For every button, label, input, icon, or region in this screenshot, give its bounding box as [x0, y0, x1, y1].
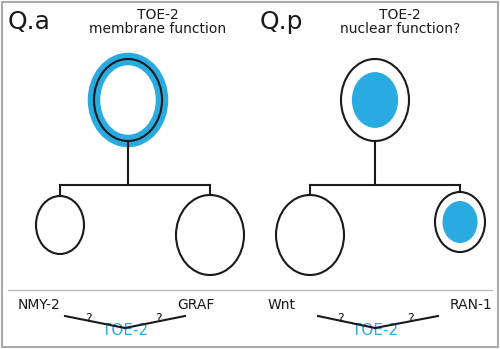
Text: ?: ?	[84, 312, 91, 325]
Ellipse shape	[36, 196, 84, 254]
Ellipse shape	[176, 195, 244, 275]
Text: Q.a: Q.a	[8, 10, 51, 34]
Text: TOE-2: TOE-2	[352, 323, 398, 338]
Text: GRAF: GRAF	[178, 298, 215, 312]
Text: NMY-2: NMY-2	[18, 298, 61, 312]
Text: TOE-2: TOE-2	[379, 8, 421, 22]
Text: ?: ?	[406, 312, 414, 325]
Text: TOE-2: TOE-2	[137, 8, 179, 22]
Text: nuclear function?: nuclear function?	[340, 22, 460, 36]
Ellipse shape	[352, 72, 398, 128]
Text: Wnt: Wnt	[268, 298, 296, 312]
Text: RAN-1: RAN-1	[449, 298, 492, 312]
Text: Q.p: Q.p	[260, 10, 304, 34]
Text: ?: ?	[336, 312, 344, 325]
Text: TOE-2: TOE-2	[102, 323, 148, 338]
Ellipse shape	[276, 195, 344, 275]
Text: membrane function: membrane function	[90, 22, 226, 36]
Text: ?: ?	[154, 312, 162, 325]
Ellipse shape	[341, 59, 409, 141]
Ellipse shape	[442, 201, 478, 243]
Ellipse shape	[435, 192, 485, 252]
Ellipse shape	[98, 63, 158, 137]
